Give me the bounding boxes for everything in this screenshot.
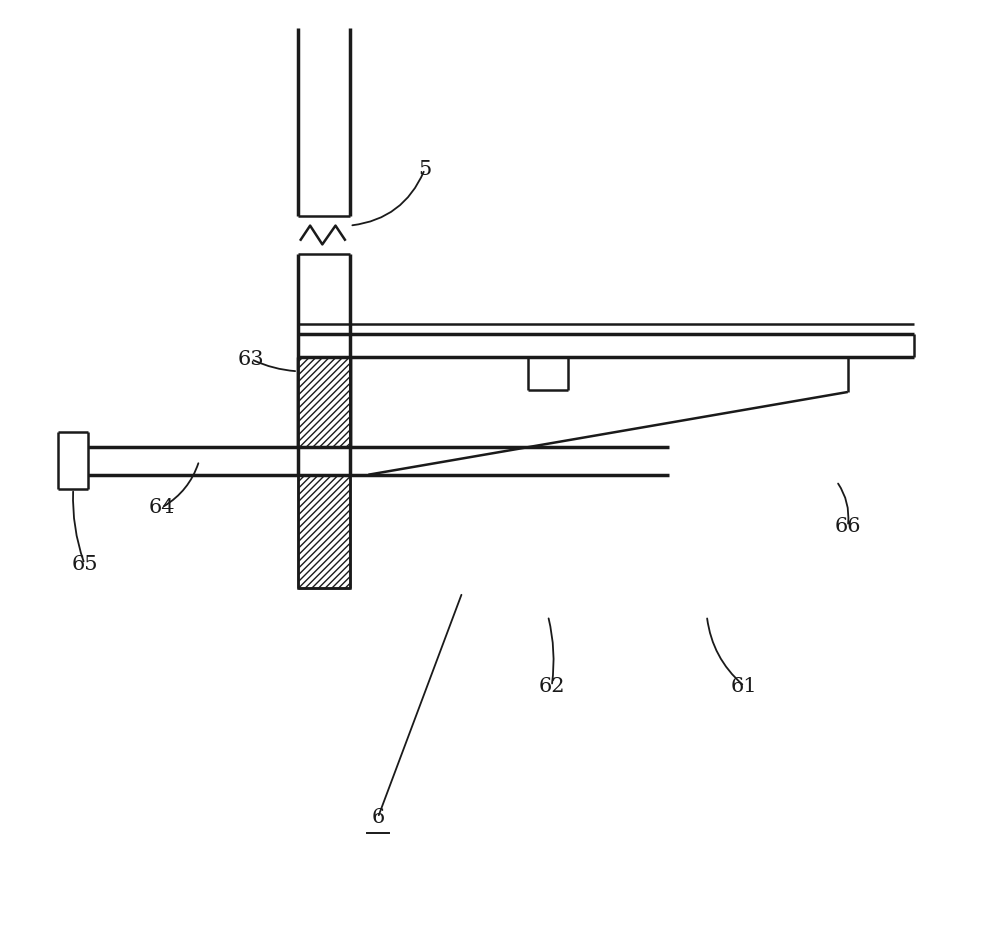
Text: 5: 5 (418, 160, 431, 179)
Text: 66: 66 (835, 517, 861, 536)
Bar (298, 475, 350, 588)
Text: 63: 63 (238, 350, 264, 368)
Bar (298, 357, 350, 446)
Text: 6: 6 (371, 808, 384, 827)
Text: 62: 62 (538, 677, 565, 696)
Text: 65: 65 (71, 555, 98, 573)
Text: 64: 64 (148, 498, 175, 517)
Text: 61: 61 (731, 677, 758, 696)
